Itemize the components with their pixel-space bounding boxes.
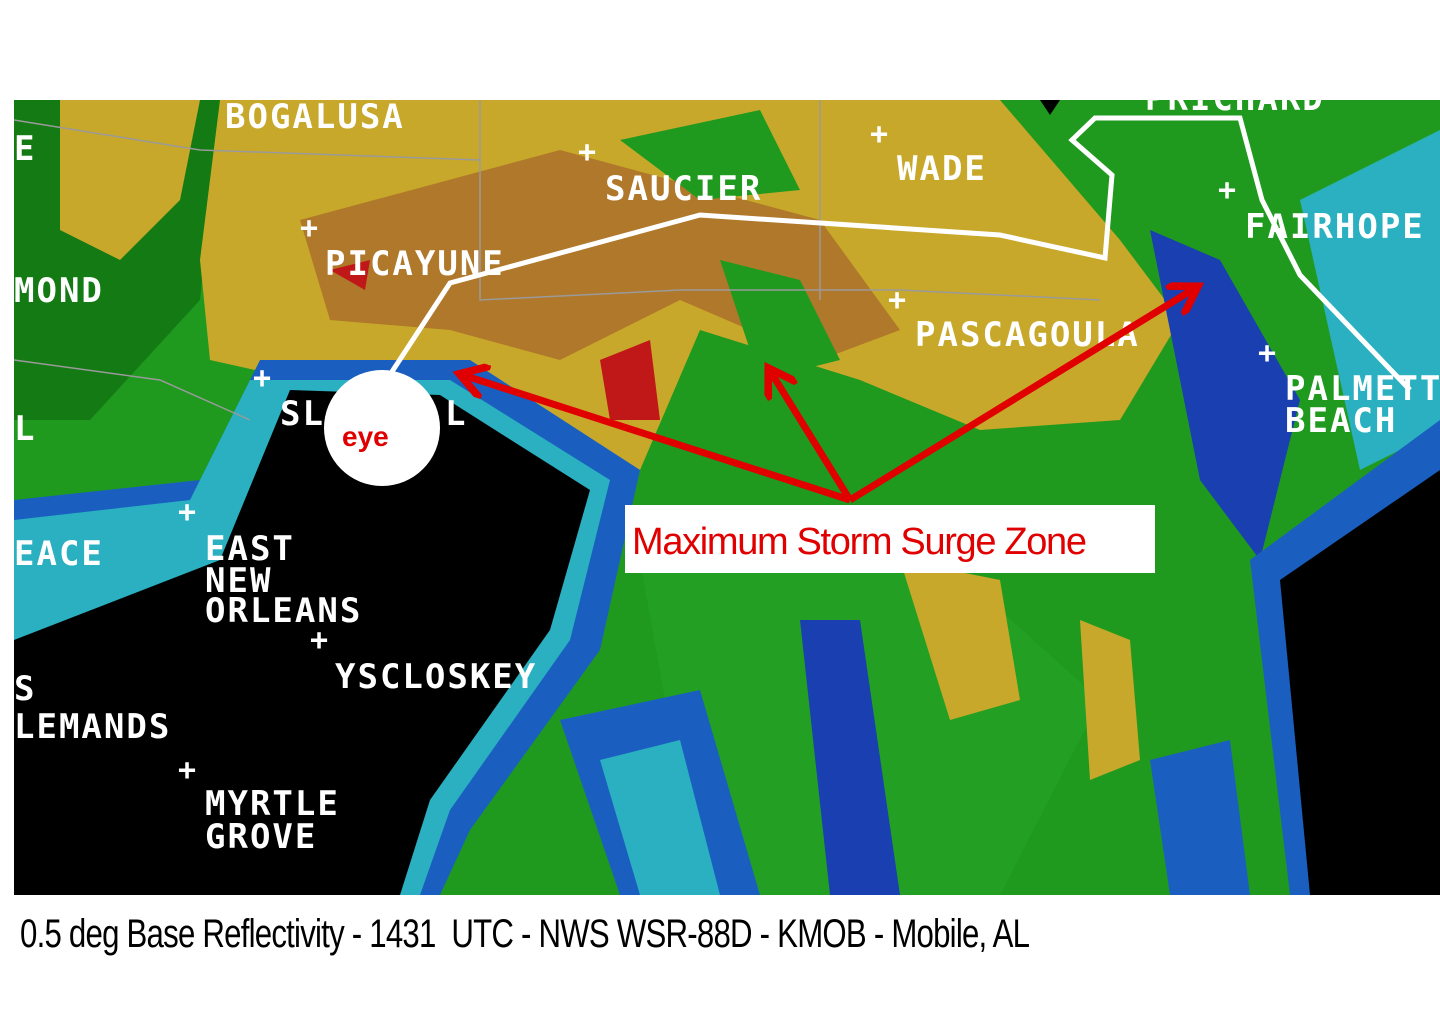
city-label: S — [14, 669, 36, 709]
city-label: EACE — [14, 534, 104, 574]
city-markers: + + + + + + + + + + — [178, 117, 1276, 788]
city-label: ORLEANS — [205, 591, 362, 631]
city-labels: BOGALUSA SAUCIER WADE PRICHARD FAIRHOPE MOND P… — [14, 79, 1440, 857]
city-label: PRICHARD — [1145, 79, 1325, 119]
arrow-slidell — [466, 376, 852, 504]
city-label: E — [14, 129, 36, 169]
caption: 0.5 deg Base Reflectivity - 1431 UTC - N… — [20, 912, 1030, 956]
city-marker-icon: + — [300, 211, 318, 246]
city-marker-icon: + — [253, 361, 271, 396]
arrow-pascagoula — [848, 290, 1192, 503]
city-label: MYRTLE — [205, 784, 340, 824]
city-label: SL — [280, 394, 325, 434]
city-label: BOGALUSA — [225, 97, 405, 137]
city-marker-icon: + — [870, 117, 888, 152]
city-label: WADE — [897, 149, 987, 189]
city-marker-icon: + — [178, 753, 196, 788]
city-marker-icon: + — [578, 135, 596, 170]
city-label: PASCAGOULA — [915, 315, 1140, 355]
city-marker-icon: + — [178, 495, 196, 530]
city-label: SAUCIER — [605, 169, 762, 209]
city-label: NEW — [205, 561, 272, 601]
city-label: YSCLOSKEY — [335, 657, 537, 697]
city-label: L — [445, 394, 467, 434]
county-boundaries — [14, 100, 1101, 421]
city-label: EAST — [205, 529, 295, 569]
city-marker-icon: + — [1258, 336, 1276, 371]
arrow-gulfport — [772, 374, 853, 502]
city-label: L — [14, 409, 36, 449]
city-label: MOND — [14, 271, 104, 311]
surge-arrows — [466, 290, 1192, 504]
city-marker-icon: + — [1218, 173, 1236, 208]
city-label: LEMANDS — [14, 707, 171, 747]
city-marker-icon: + — [310, 623, 328, 658]
surge-label: Maximum Storm Surge Zone — [632, 521, 1087, 563]
city-marker-icon: + — [888, 283, 906, 318]
city-label: BEACH — [1285, 401, 1397, 441]
city-label: PALMETTO — [1285, 369, 1440, 409]
radar-reflectivity: BOGALUSA SAUCIER WADE PRICHARD FAIRHOPE MOND P… — [14, 79, 1440, 895]
city-label: GROVE — [205, 817, 317, 857]
eye-marker — [324, 370, 440, 486]
storm-track-line — [377, 115, 1412, 392]
city-label: FAIRHOPE — [1245, 207, 1425, 247]
eye-label: eye — [342, 421, 389, 452]
city-label: PICAYUNE — [325, 244, 505, 284]
surge-label-box — [625, 505, 1155, 573]
